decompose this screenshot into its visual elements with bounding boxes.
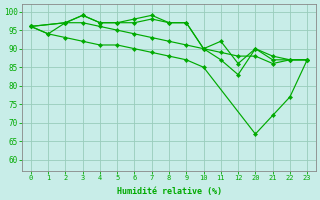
X-axis label: Humidité relative (%): Humidité relative (%) xyxy=(116,187,221,196)
